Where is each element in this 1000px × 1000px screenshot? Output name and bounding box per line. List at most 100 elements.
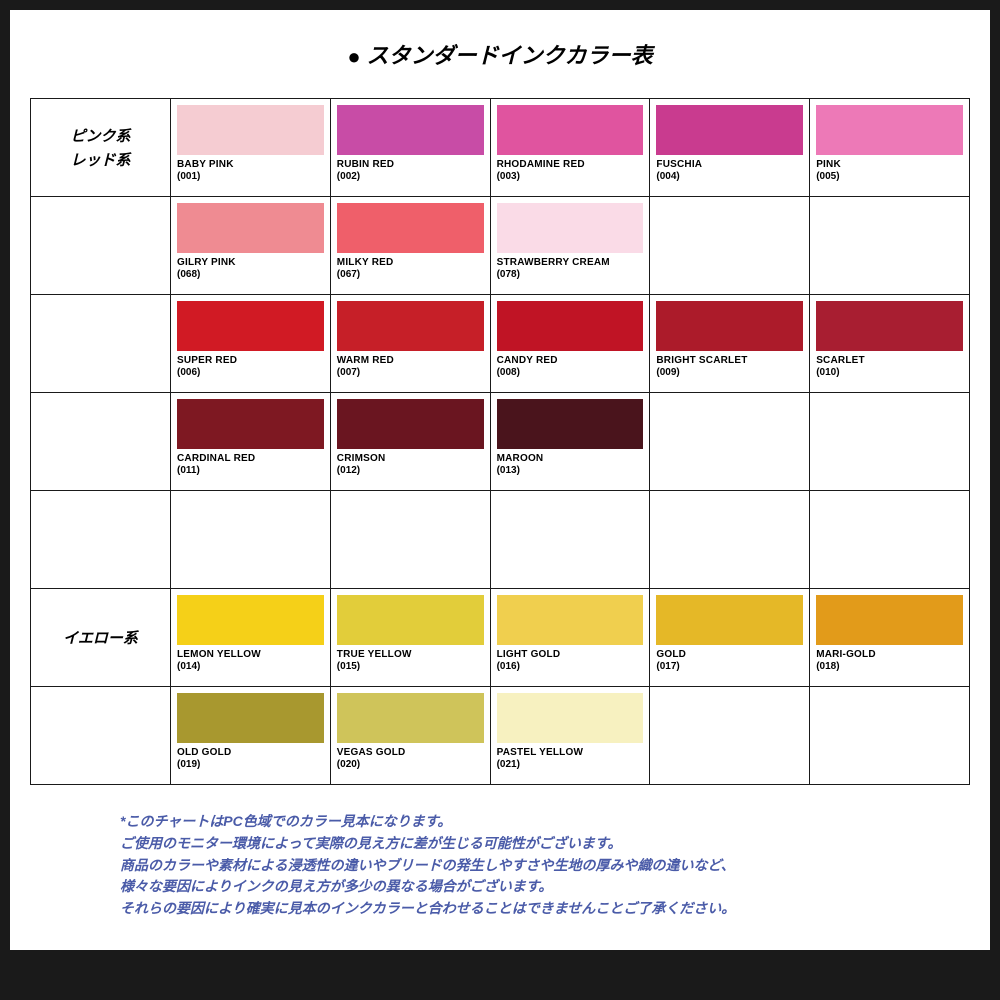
color-swatch [656, 105, 803, 155]
swatch-name: SCARLET [816, 355, 963, 366]
swatch-name: OLD GOLD [177, 747, 324, 758]
swatch-cell: CANDY RED(008) [490, 295, 650, 393]
swatch-code: (068) [177, 269, 324, 280]
swatch-name: LEMON YELLOW [177, 649, 324, 660]
color-swatch [497, 203, 644, 253]
color-swatch [337, 399, 484, 449]
swatch-code: (005) [816, 171, 963, 182]
color-swatch [337, 203, 484, 253]
swatch-code: (008) [497, 367, 644, 378]
page-title: ● スタンダードインクカラー表 [30, 38, 970, 70]
swatch-cell: FUSCHIA(004) [650, 99, 810, 197]
color-swatch [497, 301, 644, 351]
swatch-cell: TRUE YELLOW(015) [330, 589, 490, 687]
color-swatch [497, 693, 644, 743]
swatch-cell: MILKY RED(067) [330, 197, 490, 295]
color-swatch [816, 301, 963, 351]
color-swatch [177, 399, 324, 449]
swatch-cell: SUPER RED(006) [171, 295, 331, 393]
note-line: *このチャートはPC色域でのカラー見本になります。 [120, 811, 970, 833]
swatch-code: (015) [337, 661, 484, 672]
swatch-name: MILKY RED [337, 257, 484, 268]
swatch-cell: MAROON(013) [490, 393, 650, 491]
swatch-cell: VEGAS GOLD(020) [330, 687, 490, 785]
swatch-name: PASTEL YELLOW [497, 747, 644, 758]
swatch-code: (012) [337, 465, 484, 476]
swatch-code: (021) [497, 759, 644, 770]
swatch-code: (001) [177, 171, 324, 182]
swatch-code: (004) [656, 171, 803, 182]
swatch-cell [810, 687, 970, 785]
swatch-cell: PASTEL YELLOW(021) [490, 687, 650, 785]
swatch-cell: GOLD(017) [650, 589, 810, 687]
swatch-name: WARM RED [337, 355, 484, 366]
swatch-cell: GILRY PINK(068) [171, 197, 331, 295]
swatch-name: CARDINAL RED [177, 453, 324, 464]
color-swatch [656, 301, 803, 351]
swatch-cell [650, 393, 810, 491]
swatch-cell [171, 491, 331, 589]
note-line: ご使用のモニター環境によって実際の見え方に差が生じる可能性がございます。 [120, 833, 970, 855]
swatch-cell: RHODAMINE RED(003) [490, 99, 650, 197]
swatch-cell: LIGHT GOLD(016) [490, 589, 650, 687]
swatch-name: MAROON [497, 453, 644, 464]
swatch-name: MARI-GOLD [816, 649, 963, 660]
swatch-name: GOLD [656, 649, 803, 660]
swatch-cell: RUBIN RED(002) [330, 99, 490, 197]
color-swatch [497, 105, 644, 155]
swatch-name: CANDY RED [497, 355, 644, 366]
swatch-name: RUBIN RED [337, 159, 484, 170]
color-swatch [337, 105, 484, 155]
color-swatch [177, 595, 324, 645]
swatch-cell: WARM RED(007) [330, 295, 490, 393]
swatch-name: FUSCHIA [656, 159, 803, 170]
color-swatch [177, 203, 324, 253]
row-label [31, 687, 171, 785]
color-chart-table: ピンク系レッド系BABY PINK(001)RUBIN RED(002)RHOD… [30, 98, 970, 785]
disclaimer-notes: *このチャートはPC色域でのカラー見本になります。ご使用のモニター環境によって実… [120, 811, 970, 919]
color-swatch [177, 105, 324, 155]
swatch-code: (067) [337, 269, 484, 280]
row-label [31, 295, 171, 393]
color-swatch [337, 693, 484, 743]
swatch-cell: BRIGHT SCARLET(009) [650, 295, 810, 393]
color-swatch [816, 105, 963, 155]
swatch-code: (007) [337, 367, 484, 378]
swatch-cell [490, 491, 650, 589]
swatch-cell: BABY PINK(001) [171, 99, 331, 197]
swatch-cell: STRAWBERRY CREAM(078) [490, 197, 650, 295]
swatch-cell: CARDINAL RED(011) [171, 393, 331, 491]
swatch-cell: LEMON YELLOW(014) [171, 589, 331, 687]
swatch-name: PINK [816, 159, 963, 170]
swatch-cell [810, 393, 970, 491]
note-line: 商品のカラーや素材による浸透性の違いやブリードの発生しやすさや生地の厚みや織の違… [120, 855, 970, 877]
row-label: イエロー系 [31, 589, 171, 687]
swatch-code: (078) [497, 269, 644, 280]
swatch-name: VEGAS GOLD [337, 747, 484, 758]
swatch-cell: MARI-GOLD(018) [810, 589, 970, 687]
swatch-cell: SCARLET(010) [810, 295, 970, 393]
color-swatch [816, 595, 963, 645]
swatch-code: (014) [177, 661, 324, 672]
swatch-code: (018) [816, 661, 963, 672]
swatch-code: (006) [177, 367, 324, 378]
swatch-code: (013) [497, 465, 644, 476]
swatch-name: BABY PINK [177, 159, 324, 170]
title-bullet-icon: ● [347, 44, 360, 70]
title-text: スタンダードインクカラー表 [367, 43, 653, 68]
swatch-name: TRUE YELLOW [337, 649, 484, 660]
color-swatch [177, 301, 324, 351]
row-label [31, 393, 171, 491]
swatch-cell: OLD GOLD(019) [171, 687, 331, 785]
swatch-name: RHODAMINE RED [497, 159, 644, 170]
color-swatch [177, 693, 324, 743]
note-line: 様々な要因によりインクの見え方が多少の異なる場合がございます。 [120, 876, 970, 898]
row-label: ピンク系レッド系 [31, 99, 171, 197]
swatch-cell [810, 491, 970, 589]
swatch-code: (020) [337, 759, 484, 770]
swatch-name: BRIGHT SCARLET [656, 355, 803, 366]
color-swatch [337, 595, 484, 645]
color-swatch [656, 595, 803, 645]
row-label [31, 491, 171, 589]
color-swatch [337, 301, 484, 351]
